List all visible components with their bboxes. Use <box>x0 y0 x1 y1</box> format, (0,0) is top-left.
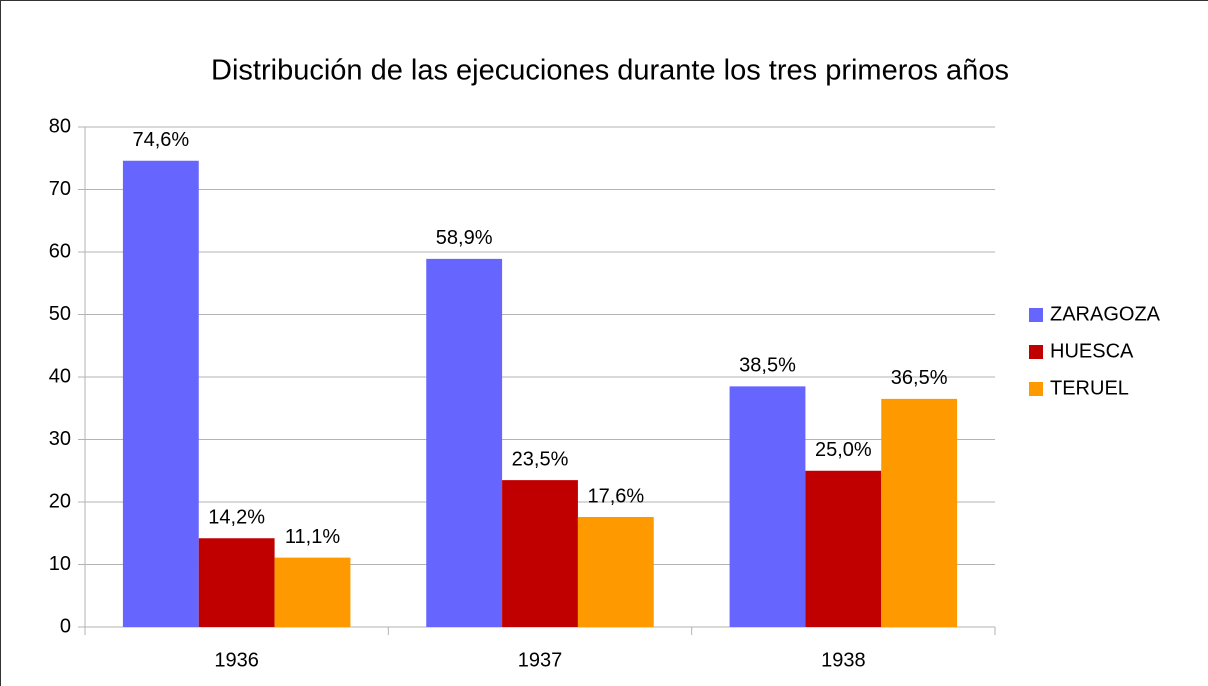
bar <box>729 386 806 627</box>
bar <box>122 160 199 627</box>
y-tick-label: 60 <box>49 240 71 262</box>
bar <box>274 557 351 627</box>
bar <box>805 470 882 627</box>
y-tick-label: 0 <box>60 615 71 637</box>
bar <box>198 538 275 627</box>
chart-title: Distribución de las ejecuciones durante … <box>211 55 1009 87</box>
y-tick-label: 50 <box>49 303 71 325</box>
value-label: 23,5% <box>512 448 569 470</box>
legend-label: TERUEL <box>1050 377 1129 399</box>
x-tick-label: 1938 <box>821 649 866 671</box>
value-label: 11,1% <box>285 526 340 548</box>
value-label: 25,0% <box>815 439 872 461</box>
value-label: 14,2% <box>208 507 265 529</box>
bar <box>502 480 578 627</box>
bar <box>881 398 958 627</box>
legend-label: ZARAGOZA <box>1050 303 1161 325</box>
bar <box>426 258 503 627</box>
y-tick-label: 70 <box>49 178 71 200</box>
y-tick-label: 10 <box>49 553 71 575</box>
x-tick-label: 1937 <box>518 649 563 671</box>
bar <box>577 517 654 627</box>
value-label: 38,5% <box>739 355 796 377</box>
value-label: 74,6% <box>132 129 189 151</box>
y-tick-label: 20 <box>49 490 71 512</box>
y-tick-label: 40 <box>49 365 71 387</box>
value-label: 58,9% <box>436 227 493 249</box>
legend-swatch <box>1029 345 1043 359</box>
legend-swatch <box>1029 382 1043 396</box>
legend-label: HUESCA <box>1050 340 1134 362</box>
y-tick-label: 80 <box>49 115 71 137</box>
legend-swatch <box>1029 308 1043 322</box>
value-label: 36,5% <box>891 367 948 389</box>
y-tick-label: 30 <box>49 428 71 450</box>
value-label: 17,6% <box>587 485 644 507</box>
x-tick-label: 1936 <box>214 649 259 671</box>
